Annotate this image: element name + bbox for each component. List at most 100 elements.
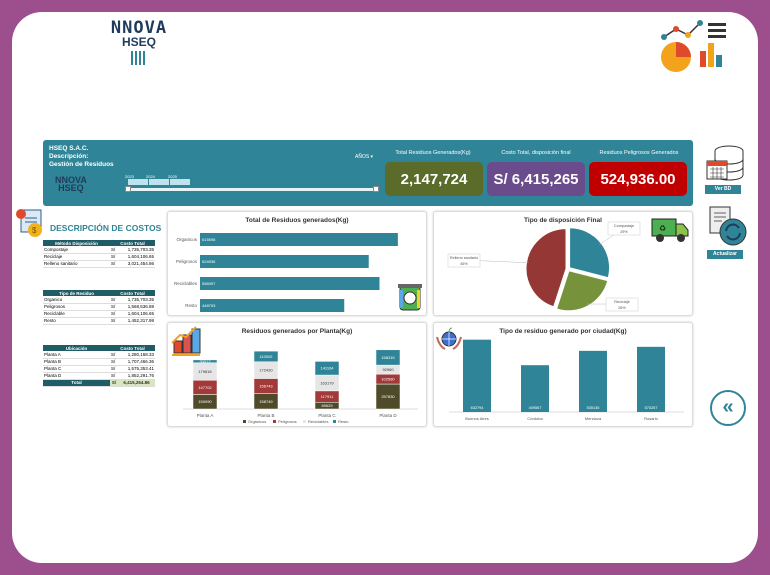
year-bar[interactable]	[170, 179, 191, 185]
row-value: 1,568,536.88	[118, 303, 155, 311]
ver-bd-button[interactable]: Ver BD	[705, 185, 741, 194]
row-value: 1,604,106.65	[118, 310, 155, 318]
year-2023[interactable]: 2023	[125, 174, 134, 179]
currency: S/	[110, 365, 118, 373]
category-label: Organicos	[176, 237, 197, 242]
cost-report-icon: $	[16, 209, 42, 237]
actualizar-button[interactable]: Actualizar	[707, 250, 743, 259]
bar	[200, 299, 345, 312]
category-label: Planta C	[318, 413, 336, 418]
legend-swatch	[243, 420, 246, 423]
costs-by-location-table: Ubicación Costo Total Planta A S/1,280,158…	[43, 345, 155, 387]
table-row: Organico S/1,735,703.35	[43, 296, 155, 304]
logo-pixel-icon	[131, 51, 147, 65]
table-row: Reciclaje S/1,604,106.65	[43, 253, 155, 261]
category-label: Córdoba	[527, 416, 543, 421]
currency: S/	[110, 246, 118, 254]
back-button[interactable]: «	[710, 390, 746, 426]
bar	[463, 339, 491, 412]
kpi-peligrosos: 524,936.00	[589, 162, 687, 196]
svg-text:$: $	[32, 226, 37, 235]
category-label: Buenos Aires	[465, 416, 489, 421]
slice-percent: 26%	[618, 306, 626, 310]
table-row: Planta B S/1,707,466.36	[43, 358, 155, 366]
row-value: 1,280,158.33	[118, 351, 155, 359]
row-value: 1,852,291.76	[118, 372, 155, 380]
banner-logo-subtext: HSEQ	[58, 183, 84, 193]
col-header: Costo Total	[110, 345, 155, 351]
currency: S/	[110, 296, 118, 304]
database-calendar-icon[interactable]	[705, 145, 745, 183]
bar-segment	[375, 383, 401, 410]
recycle-bin-icon	[398, 284, 422, 311]
data-label: 92960	[382, 367, 394, 372]
chart-title: Total de Residuos generados(Kg)	[245, 217, 349, 224]
refresh-document-icon[interactable]	[707, 205, 747, 247]
bar-segment	[375, 349, 401, 366]
data-label: 110002	[259, 354, 273, 359]
legend-swatch	[333, 420, 336, 423]
years-filter-label[interactable]: AÑOS ▾	[355, 154, 374, 160]
timeline-scrollbar[interactable]	[125, 186, 379, 192]
slice-label: Relleno sanitario	[450, 256, 478, 260]
currency: S/	[110, 310, 118, 318]
slice-percent: 45%	[460, 262, 468, 266]
currency: S/	[110, 303, 118, 311]
total-label: Total	[43, 379, 110, 387]
row-label: Planta C	[43, 365, 110, 373]
table-row: Peligrosos S/1,568,536.88	[43, 303, 155, 311]
chart-residuos-total: Total de Residuos generados(Kg) Organico…	[167, 211, 427, 316]
category-label: Peligrosos	[176, 259, 198, 264]
nnova-logo: NNOVA HSEQ	[100, 18, 178, 67]
globe-hands-icon	[436, 327, 462, 350]
year-2025[interactable]: 2025	[168, 174, 177, 179]
description-label: Descripción:	[49, 153, 89, 160]
description-value: Gestión de Residuos	[49, 161, 114, 168]
data-label: 158749	[259, 399, 273, 404]
header-banner: HSEQ S.A.C. Descripción: Gestión de Resi…	[43, 140, 693, 206]
year-bar[interactable]	[128, 179, 149, 185]
table-row: Planta C S/1,575,353.41	[43, 365, 155, 373]
pie-slice	[525, 228, 567, 308]
bar	[200, 277, 380, 290]
currency: S/	[110, 358, 118, 366]
row-label: Relleno sanitario	[43, 260, 110, 268]
costs-by-type-table: Tipo de Residuo Costo Total Organico S/1,7…	[43, 290, 155, 325]
legend-label: Resto	[338, 419, 349, 424]
data-label-box	[447, 253, 481, 268]
row-label: Planta A	[43, 351, 110, 359]
data-label: 257830	[381, 394, 395, 399]
row-label: Planta B	[43, 358, 110, 366]
scroll-right-handle[interactable]	[373, 186, 379, 192]
years-label: AÑOS	[355, 154, 370, 160]
recycling-truck-icon: ♻	[651, 218, 689, 242]
svg-text:♻: ♻	[659, 224, 666, 233]
total-row: Total S/6,415,264.86	[43, 379, 155, 387]
currency: S/	[110, 351, 118, 359]
data-label: 615598	[202, 237, 216, 242]
bar	[637, 346, 665, 412]
slice-label: Compostaje	[614, 224, 634, 228]
currency: S/	[110, 260, 118, 268]
row-value: 1,735,703.35	[118, 246, 155, 254]
table-row: Resto S/1,452,317.98	[43, 317, 155, 325]
row-label: Resto	[43, 317, 110, 325]
bar-segment	[192, 359, 218, 364]
data-label: 102580	[381, 377, 395, 382]
year-bar[interactable]	[149, 179, 170, 185]
data-label-box	[607, 221, 641, 236]
col-header: Método Disposición	[43, 240, 110, 246]
slice-percent: 29%	[620, 230, 628, 234]
row-label: Reciclable	[43, 310, 110, 318]
pie-slice	[569, 227, 611, 279]
data-label: 158315	[381, 355, 395, 360]
table-row: Planta A S/1,280,158.33	[43, 351, 155, 359]
kpi-total-residuos: 2,147,724	[385, 162, 483, 196]
scroll-left-handle[interactable]	[125, 186, 131, 192]
year-2024[interactable]: 2024	[146, 174, 155, 179]
bar	[200, 233, 398, 246]
chart-residuos-ciudad: Tipo de residuo generado por ciudad(Kg) …	[433, 322, 693, 427]
data-label: 179818	[198, 369, 212, 374]
chart-title: Residuos generados por Planta(Kg)	[241, 328, 353, 335]
row-value: 1,707,466.36	[118, 358, 155, 366]
